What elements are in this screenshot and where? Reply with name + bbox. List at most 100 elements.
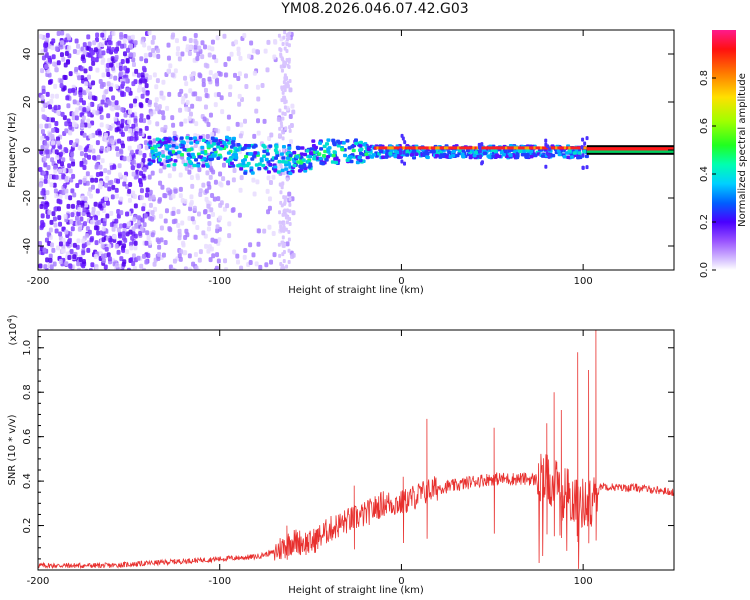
spectrogram-cell [170,115,175,121]
spectrogram-cell [171,210,176,216]
spectrogram-cell [177,56,182,62]
spectrogram-cell [83,159,88,165]
spectrogram-cell [117,40,122,46]
spectrogram-cell [235,148,240,152]
spectrogram-cell [194,158,199,162]
spectrogram-cell [84,233,89,239]
spectrogram-cell [555,146,559,150]
spectrogram-cell [129,149,134,155]
spectrogram-cell [115,151,120,157]
spectrogram-cell [117,163,122,169]
spectrogram-cell [56,60,61,66]
spectrogram-ytick-label: 0 [22,147,33,153]
spectrogram-cell [116,227,121,233]
spectrogram-cell [69,248,74,254]
spectrogram-cell [87,111,92,117]
spectrogram-cell [166,42,171,48]
spectrogram-cell [417,146,421,150]
spectrogram-cell [226,114,231,120]
spectrogram-cell [109,222,114,228]
spectrogram-cell [137,144,142,150]
spectrogram-cell [54,174,59,180]
spectrogram-cell [518,146,522,150]
spectrogram-cell [110,194,115,200]
spectrogram-cells [38,30,674,270]
spectrogram-cell [585,136,589,141]
spectrogram-cell [231,143,236,147]
spectrogram-cell [296,160,301,164]
snr-xtick-label: -100 [208,576,231,587]
spectrogram-cell [465,146,469,150]
spectrogram-cell [39,149,44,155]
spectrogram-cell [40,190,45,196]
spectrogram-cell [98,78,103,84]
spectrogram-cell [252,70,257,76]
spectrogram-cell [125,211,130,217]
spectrogram-cell [120,118,125,124]
spectrogram-cell [67,163,72,169]
spectrogram-cell [112,269,116,270]
spectrogram-cell [207,184,212,190]
spectrogram-cell [187,160,192,164]
spectrogram-cell [171,150,176,154]
spectrogram-cell [135,149,140,155]
spectrogram-cell [568,146,572,150]
spectrogram-cell [165,105,170,111]
spectrogram-cell [562,154,567,159]
spectrogram-cell [50,157,55,163]
spectrogram-cell [40,68,45,74]
spectrogram-cell [256,130,261,136]
spectrogram-cell [94,215,99,221]
spectrogram-cell [197,211,202,217]
snr-ticks: -200 -100 0 100 0.2 0.4 0.6 0.8 1.0 [22,330,674,587]
spectrogram-cell [43,264,48,270]
spectrogram-cell [189,141,194,145]
spectrogram-cell [133,40,138,46]
spectrogram-cell [283,208,287,213]
spectrogram-cell [278,108,282,113]
spectrogram-cell [226,180,231,186]
spectrogram-cell [91,148,96,154]
spectrogram-cell [54,149,59,155]
spectrogram-cell [474,146,478,150]
spectrogram-cell [216,156,221,160]
spectrogram-cell [321,154,326,158]
spectrogram-cell [180,198,185,204]
spectrogram-cell [125,249,130,255]
spectrogram-cell [171,143,176,148]
spectrogram-cell [111,184,116,190]
spectrogram-cell [82,164,87,170]
spectrogram-cell [152,72,157,78]
spectrogram-cell [51,38,56,44]
spectrogram-cell [40,129,45,135]
spectrogram-cell [282,228,286,233]
spectrogram-cell [305,149,310,153]
spectrogram-cell [101,50,106,56]
spectrogram-cell [88,66,93,72]
spectrogram-cell [116,208,121,214]
spectrogram-cell [470,146,474,150]
spectrogram-cell [208,257,213,263]
spectrogram-cell [502,149,507,153]
spectrogram-cell [222,206,227,212]
spectrogram-cell [77,145,82,151]
spectrogram-cell [67,35,72,41]
spectrogram-cell [250,157,255,161]
spectrogram-cell [583,146,587,150]
spectrogram-cell [172,166,177,172]
spectrogram-cell [279,64,283,69]
spectrogram-cell [496,146,500,150]
spectrogram-cell [497,154,502,159]
spectrogram-cell [150,216,155,222]
colorbar-tick-label: 0.4 [699,166,710,182]
spectrogram-cell [345,158,350,162]
spectrogram-cell [525,153,530,157]
spectrogram-cell [201,138,206,142]
spectrogram-cell [216,196,221,202]
spectrogram-cell [524,146,528,150]
spectrogram-cell [121,231,126,237]
spectrogram-cell [64,121,69,127]
spectrogram-cell [393,153,398,158]
spectrogram-cell [94,177,99,183]
